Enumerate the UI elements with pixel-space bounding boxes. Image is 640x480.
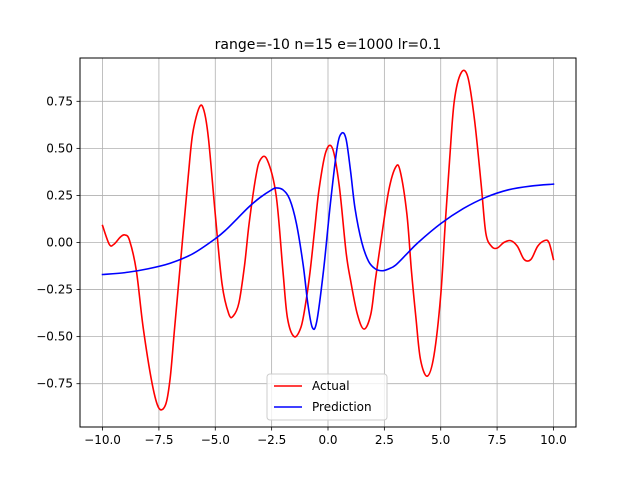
- y-tick-label: −0.75: [36, 377, 73, 391]
- legend-label-prediction: Prediction: [312, 400, 372, 414]
- legend: Actual Prediction: [266, 373, 388, 421]
- series-layer: [101, 69, 555, 411]
- y-tick-label: 0.25: [46, 188, 73, 202]
- x-tick-label: −10.0: [84, 433, 121, 447]
- x-tick-label: 7.5: [488, 433, 507, 447]
- y-tick-label: −0.25: [36, 283, 73, 297]
- x-tick-label: −5.0: [201, 433, 230, 447]
- x-tick-label: −2.5: [257, 433, 286, 447]
- y-tick-label: 0.75: [46, 94, 73, 108]
- y-tick-label: 0.00: [46, 236, 73, 250]
- y-tick-label: 0.50: [46, 141, 73, 155]
- series-line-prediction: [101, 131, 555, 331]
- legend-label-actual: Actual: [312, 379, 350, 393]
- x-tick-label: 2.5: [375, 433, 394, 447]
- axis-ticks: −10.0 −7.5 −5.0 −2.5 0.0 2.5 5.0 7.5 10.0 −0.75 −0…: [36, 94, 567, 447]
- y-tick-label: −0.50: [36, 330, 73, 344]
- x-tick-label: 10.0: [540, 433, 567, 447]
- series-line-actual: [101, 69, 555, 411]
- x-tick-label: 5.0: [431, 433, 450, 447]
- chart-title: range=-10 n=15 e=1000 lr=0.1: [215, 37, 442, 53]
- x-tick-label: 0.0: [318, 433, 337, 447]
- x-tick-label: −7.5: [144, 433, 173, 447]
